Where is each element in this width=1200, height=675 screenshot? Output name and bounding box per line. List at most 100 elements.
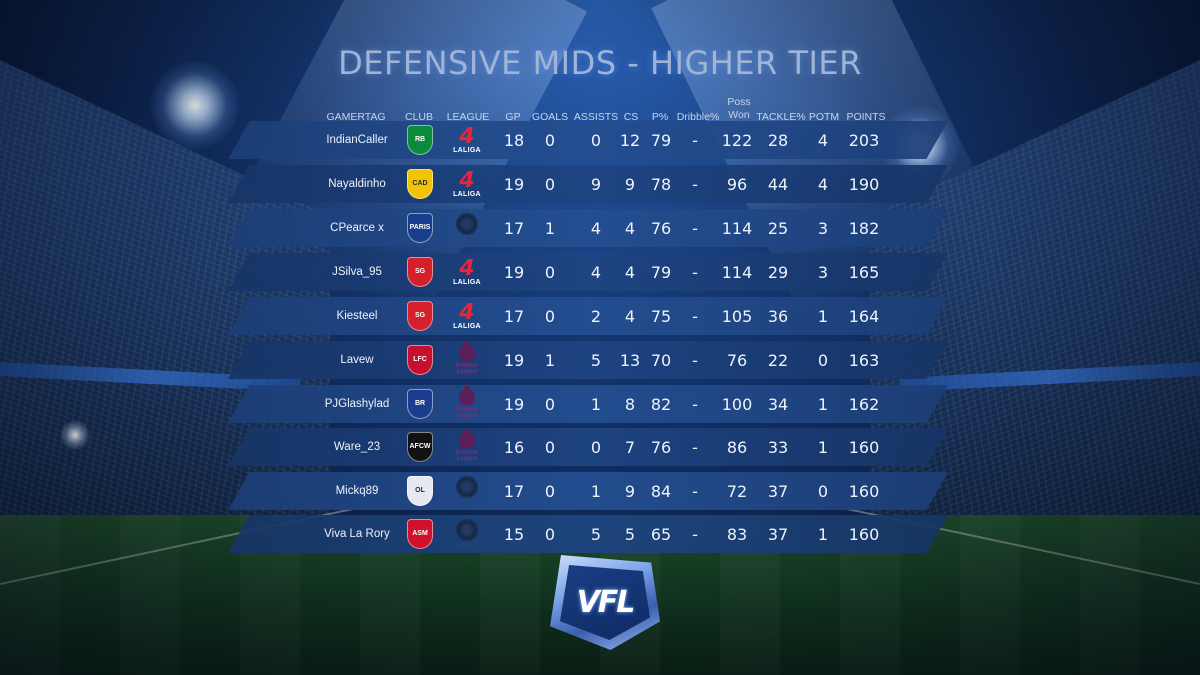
assists-cell: 4 — [590, 262, 602, 282]
row-background — [228, 297, 948, 335]
tackle-pct-cell: 22 — [767, 350, 789, 370]
goals-cell: 0 — [544, 394, 556, 414]
dribble-pct-cell: - — [692, 481, 698, 501]
premier-league-label: Premier League — [455, 407, 479, 419]
club-crest-icon: AFCW — [407, 432, 433, 462]
pass-pct-cell: 75 — [650, 306, 672, 326]
cs-cell: 5 — [624, 524, 636, 544]
poss-won-cell: 72 — [726, 481, 748, 501]
cs-cell: 4 — [624, 306, 636, 326]
gp-cell: 17 — [503, 481, 525, 501]
laliga-numeral: 4 — [457, 168, 477, 193]
pass-pct-cell: 78 — [650, 174, 672, 194]
goals-cell: 1 — [544, 350, 556, 370]
dribble-pct-cell: - — [692, 262, 698, 282]
potm-cell: 1 — [817, 437, 829, 457]
laliga-label: LALIGA — [453, 147, 481, 154]
header-points: POINTS — [846, 111, 886, 123]
dribble-pct-cell: - — [692, 130, 698, 150]
gp-cell: 19 — [503, 350, 525, 370]
ligue1-mark-icon — [456, 476, 478, 498]
table-row: Kiesteel SG 4 LALIGA 17 0 2 4 75-105 36 1 164 — [228, 297, 948, 335]
tackle-pct-cell: 36 — [767, 306, 789, 326]
league-cell: Premier League — [450, 385, 484, 423]
table-row: Mickq89 OL LIGUE 1 17 0 1 9 84- 72 37 0 160 — [228, 472, 948, 510]
league-cell: 4 LALIGA — [450, 165, 484, 203]
tackle-pct-cell: 34 — [767, 394, 789, 414]
ligue1-badge-icon: LIGUE 1 — [452, 475, 482, 507]
club-crest-icon: SG — [407, 301, 433, 331]
header-league: LEAGUE — [446, 111, 490, 123]
league-cell: 4 LALIGA — [450, 253, 484, 291]
page-title: DEFENSIVE MIDS - HIGHER TIER — [338, 44, 862, 82]
table-row: Ware_23 AFCW Premier League 16 0 0 7 76-86 33 1 16… — [228, 428, 948, 466]
dribble-pct-cell: - — [692, 350, 698, 370]
club-cell: AFCW — [404, 428, 436, 466]
assists-cell: 2 — [590, 306, 602, 326]
gamertag-cell: PJGlashylad — [324, 398, 390, 410]
gp-cell: 18 — [503, 130, 525, 150]
premier-league-label: Premier League — [455, 363, 479, 375]
row-background — [228, 121, 948, 159]
points-cell: 160 — [848, 437, 880, 457]
table-row: PJGlashylad BR Premier League 19 0 1 8 82- 100 34… — [228, 385, 948, 423]
laliga-label: LALIGA — [453, 323, 481, 330]
club-cell: CAD — [404, 165, 436, 203]
poss-won-cell: 76 — [726, 350, 748, 370]
gp-cell: 19 — [503, 394, 525, 414]
ligue1-label: LIGUE 1 — [455, 543, 479, 549]
premier-league-lion-icon — [459, 386, 475, 405]
row-background — [228, 341, 948, 379]
pass-pct-cell: 82 — [650, 394, 672, 414]
laliga-badge-icon: 4 LALIGA — [452, 124, 482, 156]
header-assists: ASSISTS — [573, 111, 619, 123]
header-club: CLUB — [404, 111, 433, 123]
header-poss-won: Poss Won — [722, 94, 756, 124]
dribble-pct-cell: - — [692, 218, 698, 238]
league-cell: LIGUE 1 — [450, 209, 484, 247]
laliga-numeral: 4 — [457, 124, 477, 149]
premier-league-label: Premier League — [455, 450, 479, 462]
potm-cell: 0 — [817, 350, 829, 370]
ligue1-mark-icon — [456, 213, 478, 235]
tackle-pct-cell: 44 — [767, 174, 789, 194]
table-row: Lavew LFC Premier League 19 1 5 13 70- 76 22 0 163 — [228, 341, 948, 379]
laliga-numeral: 4 — [457, 256, 477, 281]
dribble-pct-cell: - — [692, 174, 698, 194]
assists-cell: 4 — [590, 218, 602, 238]
assists-cell: 1 — [590, 394, 602, 414]
header-gp: GP — [505, 111, 521, 123]
cs-cell: 4 — [624, 218, 636, 238]
vfl-logo: VFL — [550, 555, 660, 650]
row-background — [228, 385, 948, 423]
row-background — [228, 209, 948, 247]
points-cell: 165 — [848, 262, 880, 282]
premier-league-badge-icon: Premier League — [452, 386, 482, 420]
header-dribble-pct: Dribble% — [676, 111, 720, 123]
laliga-badge-icon: 4 LALIGA — [452, 168, 482, 200]
table-row: CPearce x PARIS LIGUE 1 17 1 4 4 76- 114 25 3 182 — [228, 209, 948, 247]
assists-cell: 5 — [590, 524, 602, 544]
pass-pct-cell: 79 — [650, 262, 672, 282]
goals-cell: 0 — [544, 481, 556, 501]
cs-cell: 8 — [624, 394, 636, 414]
table-row: IndianCaller RB 4 LALIGA 18 0 0 12 79-122 28 4 203 — [228, 121, 948, 159]
club-cell: OL — [404, 472, 436, 510]
assists-cell: 0 — [590, 130, 602, 150]
goals-cell: 1 — [544, 218, 556, 238]
gamertag-cell: Mickq89 — [335, 485, 379, 497]
premier-league-badge-icon: Premier League — [452, 429, 482, 463]
goals-cell: 0 — [544, 524, 556, 544]
pass-pct-cell: 65 — [650, 524, 672, 544]
laliga-label: LALIGA — [453, 191, 481, 198]
header-gamertag: GAMERTAG — [326, 111, 386, 123]
gamertag-cell: CPearce x — [330, 222, 384, 234]
club-crest-icon: ASM — [407, 519, 433, 549]
premier-league-lion-icon — [459, 342, 475, 361]
laliga-badge-icon: 4 LALIGA — [452, 256, 482, 288]
laliga-numeral: 4 — [457, 300, 477, 325]
goals-cell: 0 — [544, 437, 556, 457]
poss-won-cell: 86 — [726, 437, 748, 457]
premier-league-badge-icon: Premier League — [452, 342, 482, 376]
goals-cell: 0 — [544, 306, 556, 326]
